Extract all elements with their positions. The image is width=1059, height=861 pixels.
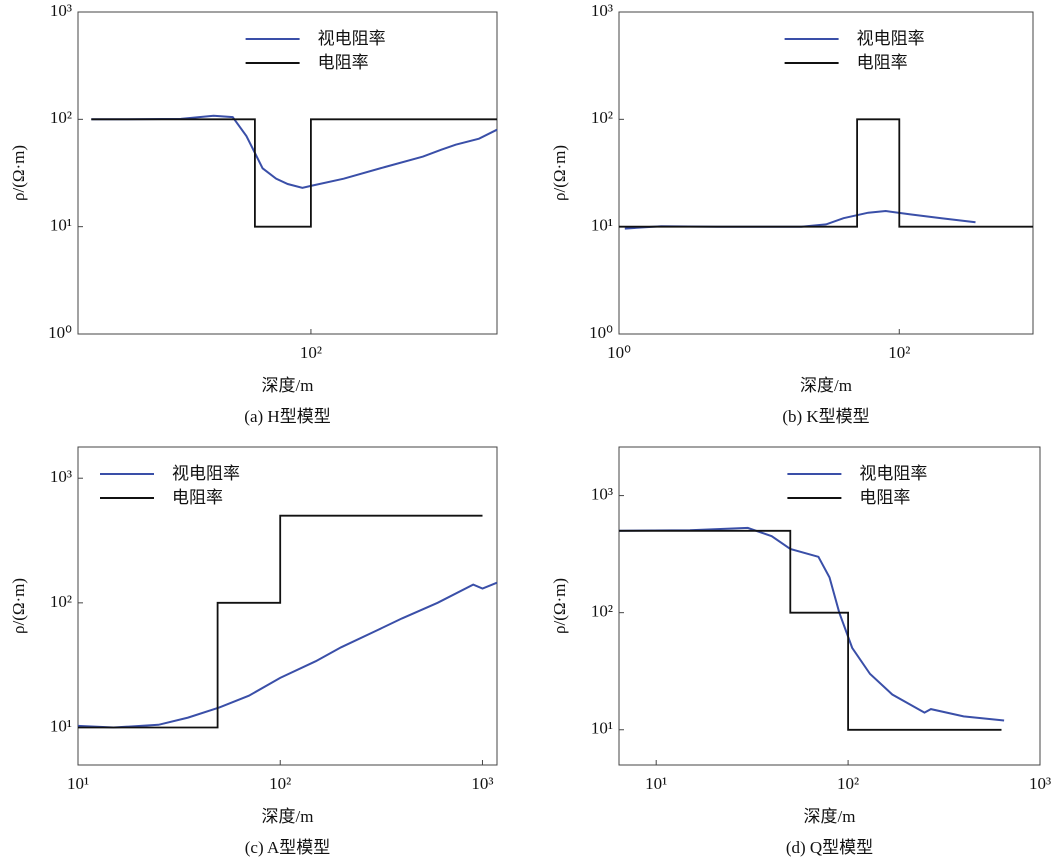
series-line	[77, 581, 498, 729]
legend-label: 视电阻率	[857, 29, 925, 49]
figure-caption: (b) K型模型	[782, 407, 869, 426]
x-tick-label: 10¹	[645, 774, 667, 793]
y-axis-label: ρ/(Ω·m)	[9, 145, 28, 201]
y-tick-label: 10³	[591, 484, 613, 503]
x-axis-label: 深度/m	[262, 807, 314, 826]
figure-caption: (c) A型模型	[245, 838, 330, 857]
series-line	[618, 526, 1005, 722]
y-axis-label: ρ/(Ω·m)	[550, 578, 569, 634]
x-tick-label: 10²	[269, 774, 291, 793]
series-line	[619, 118, 1033, 228]
y-tick-label: 10¹	[50, 216, 72, 235]
x-tick-label: 10⁰	[607, 343, 631, 362]
y-tick-label: 10³	[591, 1, 613, 20]
x-axis-label: 深度/m	[262, 376, 314, 395]
legend-label: 电阻率	[172, 488, 223, 508]
plot-frame	[618, 11, 1034, 335]
legend-label: 视电阻率	[859, 464, 927, 484]
x-tick-label: 10³	[471, 774, 493, 793]
y-tick-label: 10²	[591, 108, 613, 127]
series-line	[78, 514, 483, 729]
y-tick-label: 10³	[50, 1, 72, 20]
series-line	[91, 118, 497, 228]
y-tick-label: 10⁰	[48, 323, 72, 342]
y-axis-label: ρ/(Ω·m)	[9, 578, 28, 634]
series-line	[619, 529, 1002, 731]
y-tick-label: 10²	[50, 592, 72, 611]
plot-frame	[77, 446, 498, 766]
x-tick-label: 10²	[837, 774, 859, 793]
y-tick-label: 10³	[50, 467, 72, 486]
legend-label: 视电阻率	[172, 464, 240, 484]
legend-label: 电阻率	[318, 53, 369, 73]
series-line	[91, 114, 498, 189]
y-tick-label: 10²	[591, 602, 613, 621]
legend-label: 视电阻率	[318, 29, 386, 49]
y-tick-label: 10¹	[50, 716, 72, 735]
legend-label: 电阻率	[857, 53, 908, 73]
y-tick-label: 10¹	[591, 719, 613, 738]
x-axis-label: 深度/m	[800, 376, 852, 395]
figure-caption: (d) Q型模型	[786, 838, 873, 857]
legend-label: 电阻率	[859, 488, 910, 508]
y-tick-label: 10²	[50, 108, 72, 127]
x-tick-label: 10¹	[67, 774, 89, 793]
y-axis-label: ρ/(Ω·m)	[550, 145, 569, 201]
y-tick-label: 10⁰	[589, 323, 613, 342]
x-tick-label: 10³	[1029, 774, 1051, 793]
plot-frame	[618, 446, 1041, 766]
y-tick-label: 10¹	[591, 216, 613, 235]
x-axis-label: 深度/m	[804, 807, 856, 826]
x-tick-label: 10²	[300, 343, 322, 362]
plot-frame	[77, 11, 498, 335]
x-tick-label: 10²	[888, 343, 910, 362]
figure-caption: (a) H型模型	[244, 407, 330, 426]
